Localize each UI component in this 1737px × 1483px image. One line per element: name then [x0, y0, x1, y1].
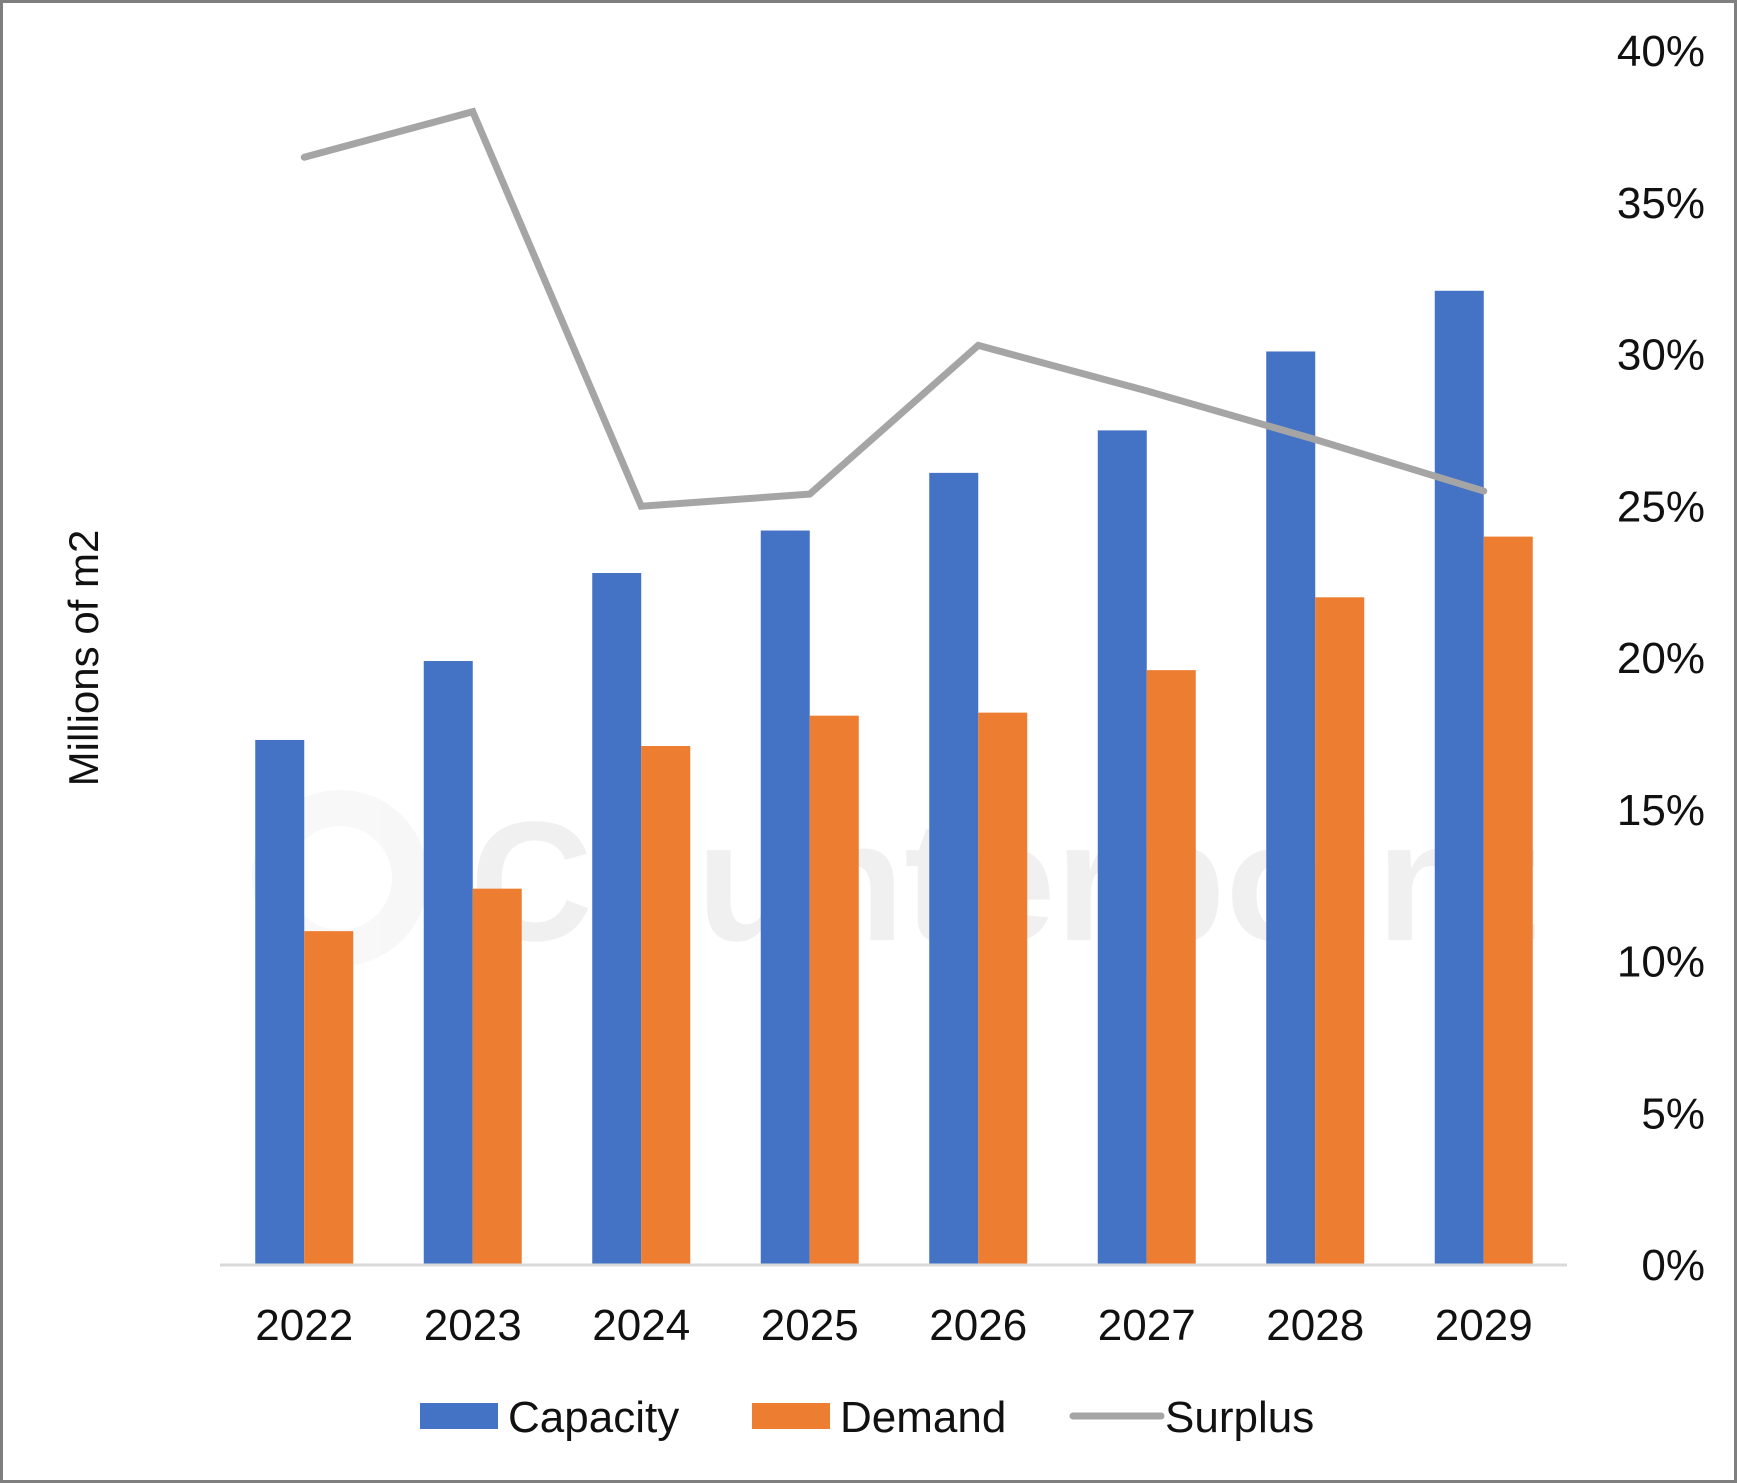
demand-bar-2022 [304, 931, 354, 1265]
legend-capacity-label: Capacity [508, 1393, 679, 1442]
demand-bar-2026 [978, 712, 1028, 1265]
x-tick-label-2028: 2028 [1266, 1301, 1364, 1350]
legend-demand-swatch [752, 1403, 830, 1429]
y2-tick-label: 35% [1617, 179, 1705, 228]
x-tick-label-2023: 2023 [424, 1301, 522, 1350]
y2-tick-label: 20% [1617, 634, 1705, 683]
demand-bar-2024 [641, 746, 691, 1265]
x-tick-label-2024: 2024 [592, 1301, 690, 1350]
capacity-bar-2025 [760, 530, 810, 1265]
legend-capacity-swatch [420, 1403, 498, 1429]
y-axis-title: Millions of m2 [60, 530, 107, 787]
y2-tick-label: 0% [1641, 1241, 1705, 1290]
surplus-line [300, 107, 1488, 510]
demand-bar-2029 [1483, 536, 1533, 1265]
demand-bar-2023 [472, 888, 522, 1265]
demand-bar-2027 [1146, 670, 1196, 1265]
capacity-bar-2026 [929, 472, 979, 1265]
capacity-bar-2022 [255, 739, 305, 1265]
demand-bar-2028 [1315, 597, 1365, 1265]
capacity-bar-2024 [592, 573, 642, 1265]
capacity-bar-2027 [1097, 430, 1147, 1265]
x-tick-labels: 2022 2023 2024 2025 2026 2027 2028 2029 [255, 1301, 1532, 1350]
x-tick-label-2026: 2026 [929, 1301, 1027, 1350]
x-tick-label-2025: 2025 [761, 1301, 859, 1350]
legend: Capacity Demand Surplus [420, 1393, 1314, 1442]
legend-surplus-label: Surplus [1165, 1393, 1314, 1442]
x-tick-label-2029: 2029 [1435, 1301, 1533, 1350]
bars-layer [255, 290, 1533, 1266]
demand-bar-2025 [809, 715, 859, 1265]
y2-tick-label: 30% [1617, 331, 1705, 380]
capacity-bar-2023 [423, 661, 473, 1265]
x-tick-label-2022: 2022 [255, 1301, 353, 1350]
x-tick-label-2027: 2027 [1098, 1301, 1196, 1350]
surplus-line-layer [300, 107, 1488, 510]
y2-tick-labels: 0% 5% 10% 15% 20% 25% 30% 35% 40% [1617, 27, 1705, 1290]
legend-demand-label: Demand [840, 1393, 1006, 1442]
y2-tick-label: 10% [1617, 938, 1705, 987]
y2-tick-label: 40% [1617, 27, 1705, 76]
y2-tick-label: 5% [1641, 1089, 1705, 1138]
capacity-bar-2028 [1266, 351, 1316, 1266]
capacity-bar-2029 [1434, 290, 1484, 1265]
y2-tick-label: 25% [1617, 482, 1705, 531]
y2-tick-label: 15% [1617, 786, 1705, 835]
